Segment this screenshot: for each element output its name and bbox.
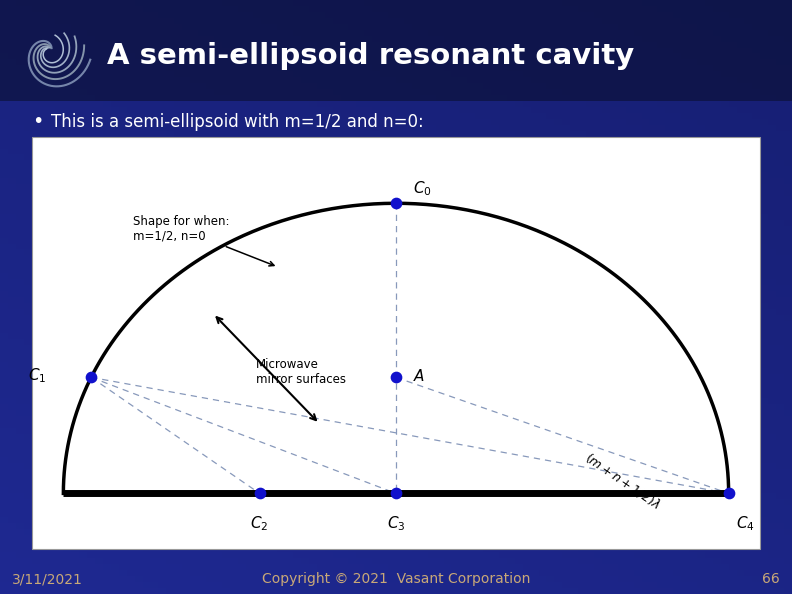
Text: $C_3$: $C_3$ bbox=[386, 514, 406, 533]
Text: Microwave
mirror surfaces: Microwave mirror surfaces bbox=[257, 358, 346, 386]
Point bbox=[390, 489, 402, 498]
Text: 66: 66 bbox=[763, 572, 780, 586]
Point bbox=[85, 372, 97, 382]
Point bbox=[722, 489, 735, 498]
Text: $C_1$: $C_1$ bbox=[28, 366, 46, 385]
Text: This is a semi-ellipsoid with m=1/2 and n=0:: This is a semi-ellipsoid with m=1/2 and … bbox=[51, 113, 425, 131]
Text: •: • bbox=[32, 112, 43, 131]
Text: 3/11/2021: 3/11/2021 bbox=[12, 572, 82, 586]
Text: $C_4$: $C_4$ bbox=[736, 514, 754, 533]
Point bbox=[253, 489, 266, 498]
Text: A semi-ellipsoid resonant cavity: A semi-ellipsoid resonant cavity bbox=[107, 42, 634, 71]
Text: Copyright © 2021  Vasant Corporation: Copyright © 2021 Vasant Corporation bbox=[262, 572, 530, 586]
Point bbox=[390, 372, 402, 382]
Text: $A$: $A$ bbox=[413, 368, 425, 384]
Text: $C_2$: $C_2$ bbox=[250, 514, 268, 533]
Text: $C_0$: $C_0$ bbox=[413, 179, 432, 198]
Bar bbox=[0, 0, 792, 101]
Text: $(m + n + 1/2)\lambda$: $(m + n + 1/2)\lambda$ bbox=[581, 450, 663, 511]
Bar bbox=[32, 137, 760, 549]
Text: Shape for when:
m=1/2, n=0: Shape for when: m=1/2, n=0 bbox=[133, 215, 274, 266]
Point bbox=[390, 198, 402, 208]
